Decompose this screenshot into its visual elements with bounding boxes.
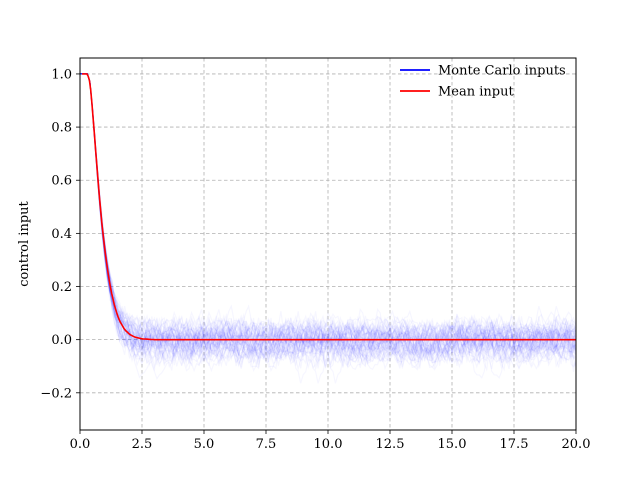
mean-series: [82, 73, 576, 341]
x-tick-label-1: 2.5: [132, 437, 153, 452]
ticks: 0.0 2.5 5.0 7.5 10.0 12.5 15.0 17.5 20.0 −0.2 0.0 0…: [40, 67, 590, 452]
x-tick-label-4: 10.0: [314, 437, 343, 452]
x-tick-label-3: 7.5: [256, 437, 277, 452]
mean-input-line: [82, 73, 576, 341]
legend: Monte Carlo inputs Mean input: [400, 64, 566, 100]
y-tick-label-3: 0.4: [51, 227, 72, 242]
x-tick-label-2: 5.0: [194, 437, 215, 452]
y-tick-label-5: 0.8: [51, 121, 72, 136]
x-tick-label-5: 12.5: [376, 437, 405, 452]
y-tick-label-2: 0.2: [51, 280, 72, 295]
x-tick-label-6: 15.0: [438, 437, 467, 452]
x-tick-label-7: 17.5: [500, 437, 529, 452]
x-tick-label-0: 0.0: [70, 437, 91, 452]
y-tick-label-0: −0.2: [40, 386, 72, 401]
y-tick-label-4: 0.6: [51, 174, 72, 189]
y-tick-label-6: 1.0: [51, 67, 72, 82]
x-tick-label-8: 20.0: [562, 437, 591, 452]
y-tick-label-1: 0.0: [51, 333, 72, 348]
legend-label-1: Mean input: [438, 85, 514, 100]
y-axis-label: control input: [17, 200, 32, 286]
legend-label-0: Monte Carlo inputs: [438, 64, 566, 79]
